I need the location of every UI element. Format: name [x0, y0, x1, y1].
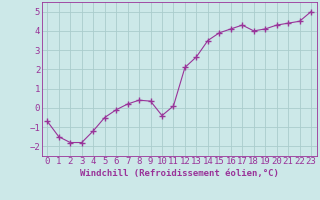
X-axis label: Windchill (Refroidissement éolien,°C): Windchill (Refroidissement éolien,°C) — [80, 169, 279, 178]
